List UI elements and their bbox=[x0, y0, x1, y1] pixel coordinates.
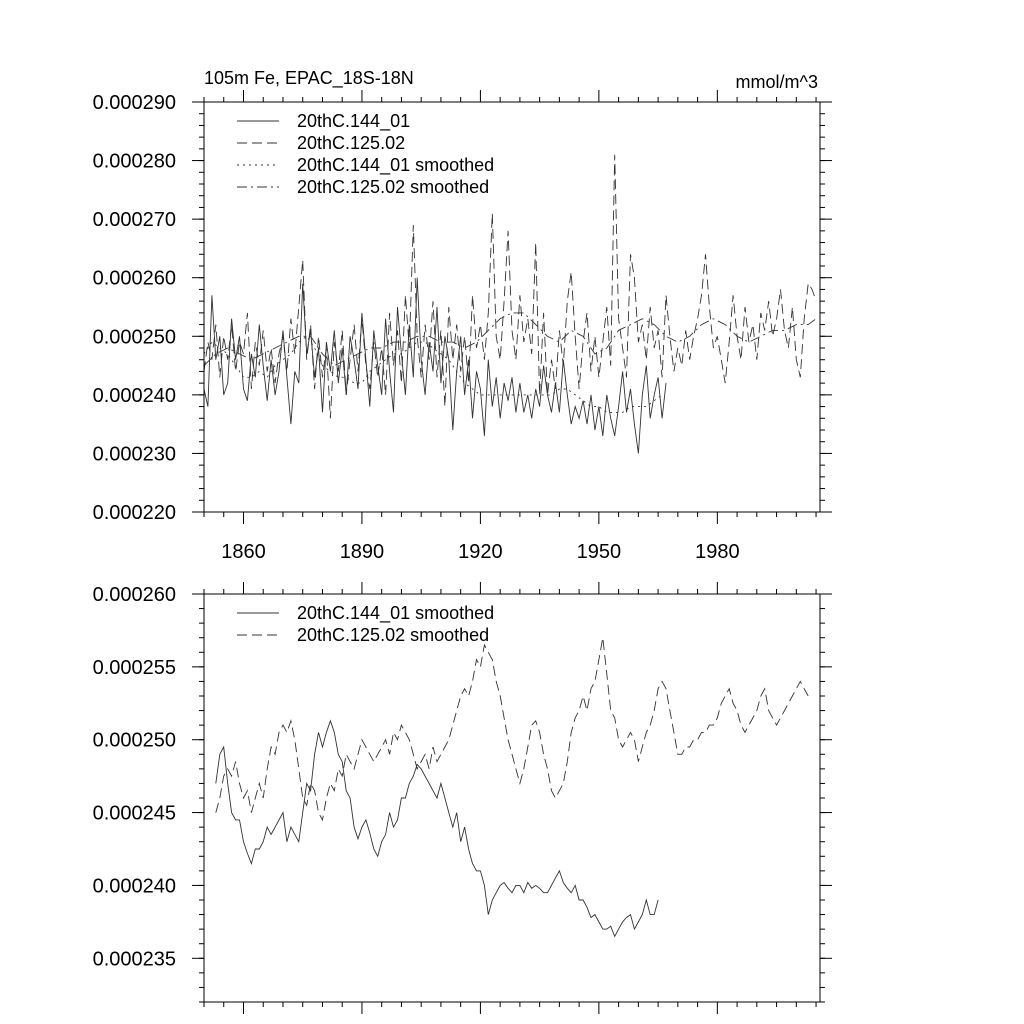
y-tick-label: 0.000255 bbox=[93, 657, 176, 679]
y-tick-label: 0.000235 bbox=[93, 948, 176, 970]
y-tick-label: 0.000290 bbox=[93, 92, 176, 114]
x-tick-label: 1980 bbox=[695, 541, 740, 563]
chart-title: 105m Fe, EPAC_18S-18N bbox=[204, 68, 414, 89]
y-tick-label: 0.000270 bbox=[93, 209, 176, 231]
bottom-series-group bbox=[215, 637, 809, 938]
legend-label: 20thC.144_01 bbox=[297, 111, 410, 132]
y-tick-label: 0.000260 bbox=[93, 268, 176, 290]
y-tick-label: 0.000240 bbox=[93, 385, 176, 407]
series-line-1 bbox=[215, 637, 809, 822]
y-tick-label: 0.000250 bbox=[93, 326, 176, 348]
bottom-chart-panel: 0.000235 0.000240 0.000245 0.000250 0.000255… bbox=[93, 582, 832, 1014]
legend-label: 20thC.144_01 smoothed bbox=[297, 603, 494, 624]
legend-label: 20thC.125.02 smoothed bbox=[297, 177, 489, 197]
top-plot-frame bbox=[203, 101, 821, 513]
legend-label: 20thC.125.02 smoothed bbox=[297, 625, 489, 645]
top-axis-ticks: 1860 1890 1920 1950 1980 0.000220 0.000230 0.00… bbox=[93, 90, 832, 563]
y-tick-label: 0.000230 bbox=[93, 443, 176, 465]
chart-units: mmol/m^3 bbox=[736, 72, 818, 92]
y-tick-label: 0.000220 bbox=[93, 502, 176, 524]
bottom-plot-frame bbox=[203, 593, 821, 1003]
x-tick-label: 1860 bbox=[221, 541, 266, 563]
series-line-1 bbox=[203, 154, 817, 419]
top-series-group bbox=[203, 154, 817, 454]
legend-label: 20thC.144_01 smoothed bbox=[297, 155, 494, 176]
top-chart-panel: 105m Fe, EPAC_18S-18N mmol/m^3 1860 1890 1… bbox=[93, 68, 832, 563]
y-tick-label: 0.000240 bbox=[93, 875, 176, 897]
x-tick-label: 1920 bbox=[458, 541, 503, 563]
x-tick-label: 1890 bbox=[340, 541, 385, 563]
legend-label: 20thC.125.02 bbox=[297, 133, 405, 153]
y-tick-label: 0.000250 bbox=[93, 730, 176, 752]
bottom-axis-ticks: 0.000235 0.000240 0.000245 0.000250 0.000255… bbox=[93, 582, 832, 1014]
y-tick-label: 0.000260 bbox=[93, 584, 176, 606]
x-tick-label: 1950 bbox=[577, 541, 622, 563]
series-line-0 bbox=[215, 719, 659, 938]
y-tick-label: 0.000280 bbox=[93, 151, 176, 173]
y-tick-label: 0.000245 bbox=[93, 803, 176, 825]
